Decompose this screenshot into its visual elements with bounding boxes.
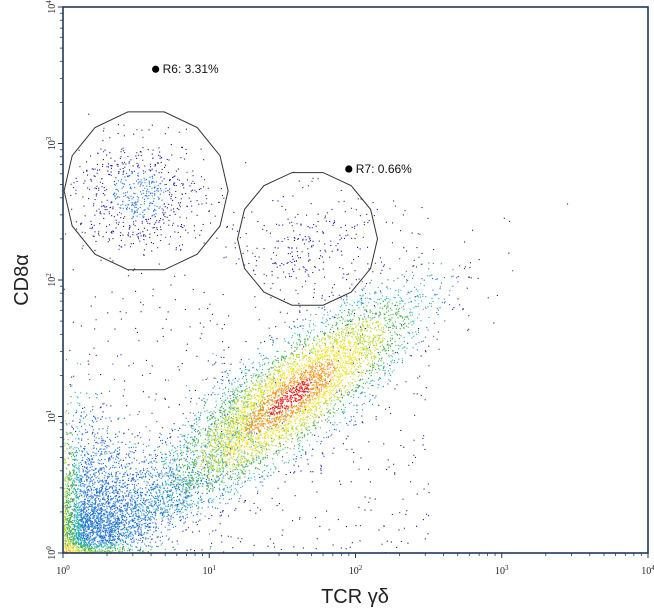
gate-regions: R6: 3.31% R7: 0.66% xyxy=(63,62,412,306)
event-dots xyxy=(63,113,569,554)
y-tick-label: 100 xyxy=(45,546,58,560)
x-tick-label: 101 xyxy=(203,564,217,577)
density-level-7-dots xyxy=(269,378,313,415)
gate-r6-marker[interactable] xyxy=(152,65,160,73)
x-tick-label: 103 xyxy=(495,564,509,577)
plot-frame xyxy=(62,6,649,554)
density-level-0-dots xyxy=(63,113,569,554)
x-tick-label: 104 xyxy=(641,564,654,577)
y-tick-label: 102 xyxy=(45,273,58,287)
y-tick-label: 101 xyxy=(45,409,58,423)
y-tick-label: 104 xyxy=(45,0,58,14)
gate-r7-region[interactable] xyxy=(236,172,379,306)
x-tick-label: 100 xyxy=(56,564,70,577)
density-level-6-dots xyxy=(63,359,337,554)
y-axis-title: CD8α xyxy=(11,254,33,306)
axis-ticks: 100 101 102 103 104 100 101 102 103 104 xyxy=(45,0,654,577)
x-axis-title: TCR γδ xyxy=(321,586,389,608)
y-tick-label: 103 xyxy=(45,136,58,150)
gate-r6-label: R6: 3.31% xyxy=(163,62,219,76)
x-tick-label: 102 xyxy=(349,564,363,577)
gate-r6-region[interactable] xyxy=(63,111,229,271)
gate-r7-marker[interactable] xyxy=(345,165,353,173)
density-level-3-dots xyxy=(65,300,411,553)
gate-r7-label: R7: 0.66% xyxy=(356,162,412,176)
